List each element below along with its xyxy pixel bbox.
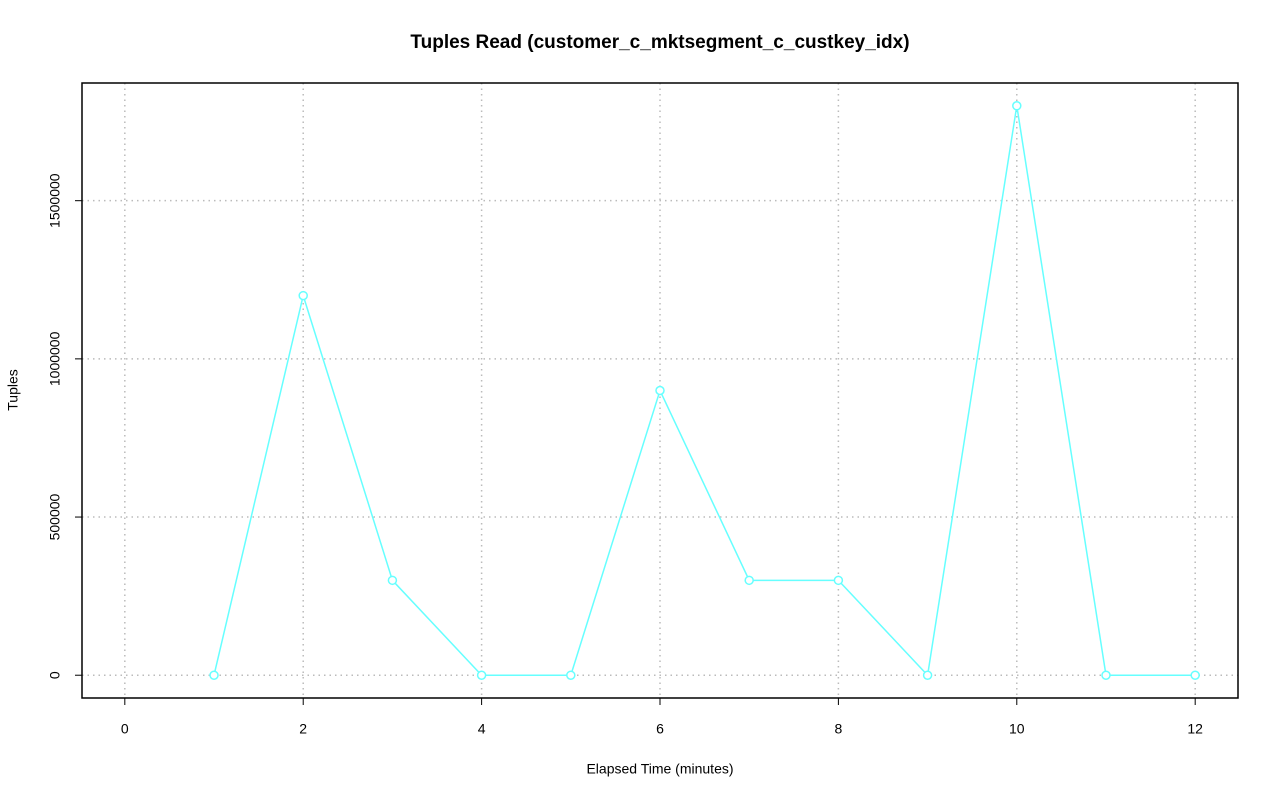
data-point [833, 575, 844, 586]
data-point [387, 575, 398, 586]
x-tick-label: 10 [1009, 721, 1025, 737]
x-tick-label: 4 [478, 721, 486, 737]
data-point [209, 670, 219, 680]
y-axis-label: Tuples [5, 369, 21, 411]
data-point [1101, 670, 1111, 680]
y-tick-label: 1000000 [47, 331, 63, 386]
x-tick-label: 12 [1187, 721, 1203, 737]
chart-title: Tuples Read (customer_c_mktsegment_c_cus… [410, 32, 909, 53]
x-tick-label: 6 [656, 721, 664, 737]
data-point [476, 670, 487, 680]
data-point [1012, 101, 1022, 111]
plot-frame [81, 82, 1239, 699]
data-point [566, 670, 576, 680]
data-point [922, 670, 933, 680]
data-point [1190, 670, 1200, 680]
data-point [744, 575, 754, 586]
y-tick-label: 0 [47, 671, 63, 679]
data-point [655, 385, 665, 396]
data-line [213, 105, 1196, 677]
x-tick-label: 0 [121, 721, 129, 737]
data-point [298, 290, 308, 301]
x-tick-label: 8 [834, 721, 842, 737]
x-tick-label: 2 [299, 721, 307, 737]
x-axis-label: Elapsed Time (minutes) [586, 761, 733, 777]
y-tick-label: 1500000 [47, 173, 63, 228]
y-tick-label: 500000 [47, 493, 63, 540]
